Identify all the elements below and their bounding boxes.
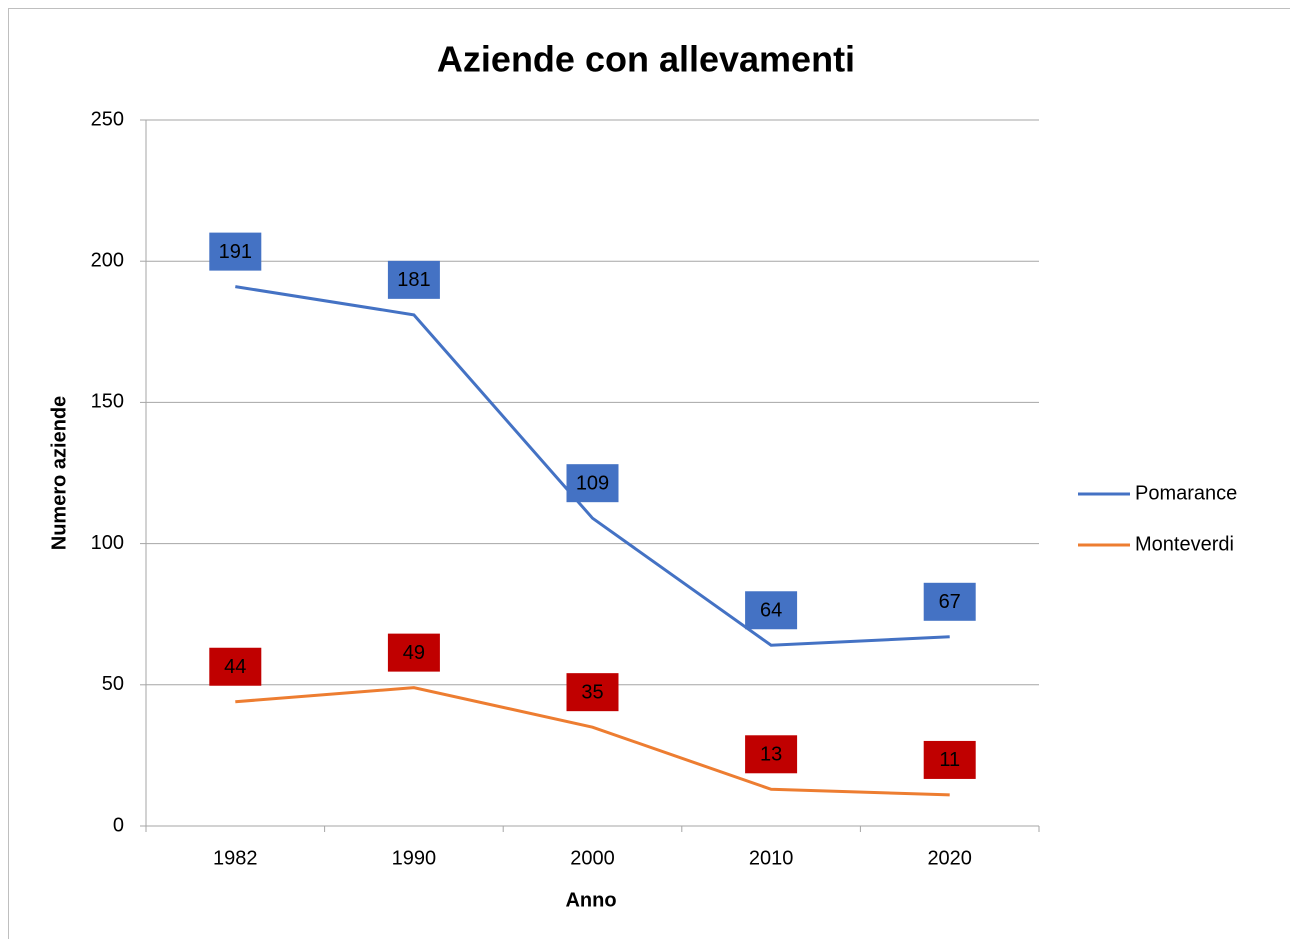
x-tick-label: 2020: [927, 847, 972, 869]
series-line: [235, 686, 950, 797]
data-label: 44: [224, 656, 246, 678]
data-label-box: [387, 633, 440, 672]
x-tick-label: 1990: [392, 847, 437, 869]
data-label: 11: [939, 749, 960, 771]
data-label-box: [209, 647, 262, 686]
data-label: 181: [397, 269, 430, 291]
data-label: 191: [219, 241, 252, 263]
series-line: [235, 285, 950, 647]
data-label-box: [745, 735, 798, 774]
y-tick-label: 100: [91, 532, 124, 554]
chart-title: Aziende con allevamenti: [437, 39, 855, 80]
data-label: 35: [581, 681, 603, 703]
data-label-box: [566, 673, 619, 712]
data-label: 64: [760, 600, 782, 622]
x-tick-label: 2000: [570, 847, 615, 869]
y-axis-label: Numero aziende: [48, 396, 70, 550]
x-tick-label: 1982: [213, 847, 258, 869]
y-tick-label: 200: [91, 249, 124, 271]
legend-label: Pomarance: [1135, 482, 1237, 504]
y-tick-label: 0: [113, 814, 124, 836]
y-tick-label: 150: [91, 391, 124, 413]
data-label: 67: [939, 591, 961, 613]
legend-label: Monteverdi: [1135, 533, 1234, 555]
data-label-box: [387, 260, 440, 299]
x-tick-label: 2010: [749, 847, 794, 869]
data-label: 49: [403, 642, 425, 664]
data-label-box: [745, 591, 798, 630]
data-label-box: [923, 582, 976, 621]
data-label-box: [209, 232, 262, 271]
data-label: 109: [576, 472, 609, 494]
y-tick-label: 50: [102, 673, 124, 695]
x-axis-label: Anno: [565, 889, 616, 911]
data-label-box: [566, 464, 619, 503]
data-label: 13: [760, 744, 782, 766]
y-tick-label: 250: [91, 108, 124, 130]
data-label-box: [923, 740, 976, 779]
chart-border: [8, 8, 1290, 939]
